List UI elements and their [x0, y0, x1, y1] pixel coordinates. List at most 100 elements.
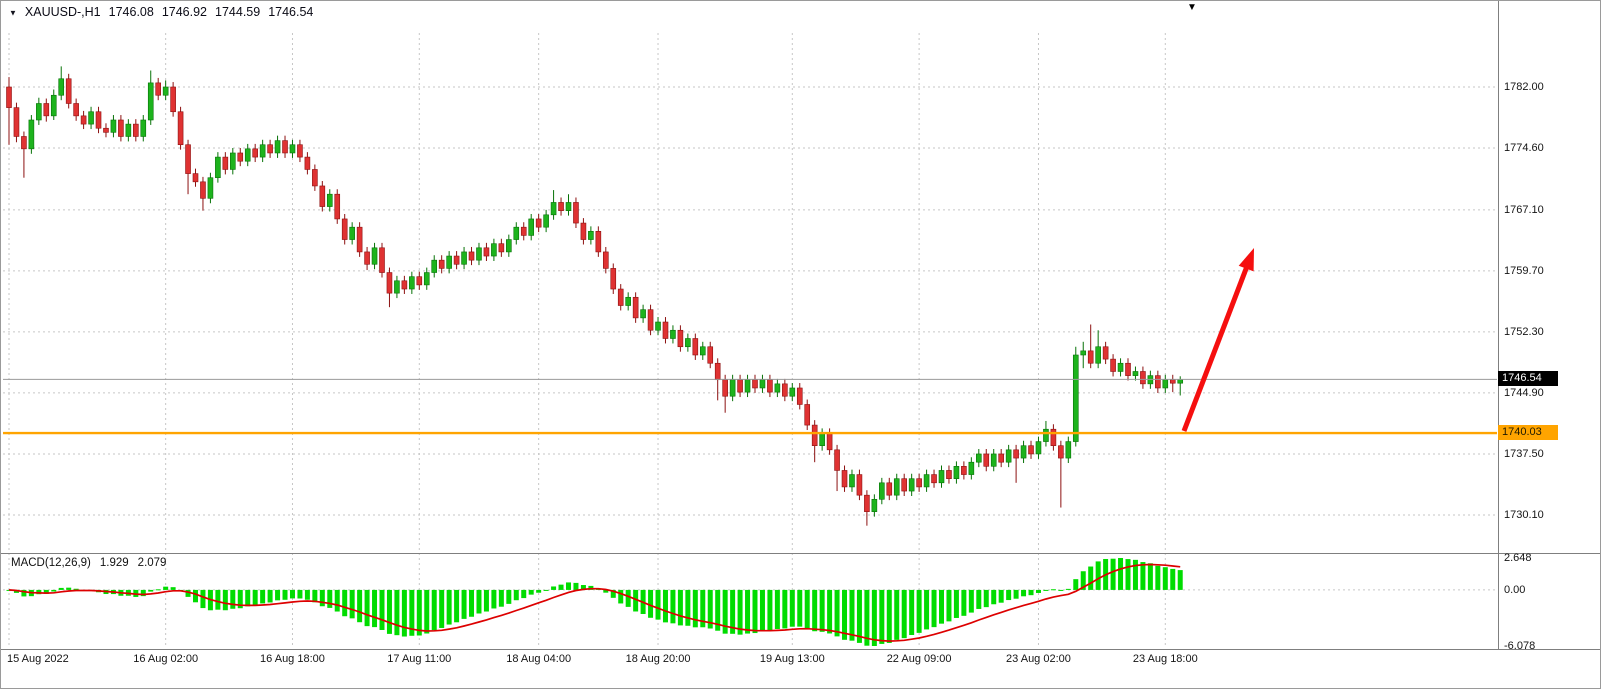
- ohlc-close-value: 1746.54: [268, 5, 314, 19]
- time-tick-label: 18 Aug 04:00: [506, 653, 572, 665]
- candle-body: [491, 243, 497, 257]
- macd-histogram-bar: [73, 588, 79, 590]
- candle-body: [80, 115, 87, 125]
- candle-body: [326, 193, 333, 207]
- candle-body: [871, 498, 878, 512]
- macd-histogram-bar: [655, 589, 661, 620]
- candle-body: [267, 144, 273, 154]
- macd-histogram-bar: [1118, 558, 1124, 590]
- macd-name: MACD(12,26,9): [11, 557, 91, 569]
- macd-histogram-bar: [327, 589, 333, 608]
- macd-histogram-bar: [185, 589, 191, 597]
- candle-body: [252, 148, 258, 158]
- macd-histogram-bar: [618, 589, 624, 604]
- macd-histogram-bar: [215, 589, 221, 610]
- macd-histogram-bar: [21, 589, 27, 597]
- candle-body: [364, 251, 370, 265]
- macd-histogram-bar: [886, 589, 892, 643]
- candle-body: [207, 177, 214, 199]
- trend-arrow-head[interactable]: [1238, 248, 1254, 272]
- macd-histogram-bar: [662, 589, 668, 623]
- macd-histogram-bar: [1043, 589, 1049, 591]
- macd-histogram-bar: [968, 589, 974, 613]
- price-axis[interactable]: 1746.54 1740.03 1782.00 1774.60 1767.10 175…: [1498, 1, 1600, 673]
- candle-body: [520, 226, 527, 236]
- panel-separator-main-macd[interactable]: [1, 553, 1600, 554]
- candle-body: [737, 379, 743, 393]
- macd-histogram-bar: [819, 589, 825, 632]
- candle-body: [1110, 358, 1116, 372]
- macd-histogram-bar: [692, 589, 698, 628]
- time-axis[interactable]: 15 Aug 2022 16 Aug 02:00 16 Aug 18:00 17 Au…: [1, 651, 1498, 671]
- macd-histogram-bar: [386, 589, 392, 634]
- macd-histogram-bar: [834, 589, 840, 637]
- candle-body: [200, 181, 206, 199]
- macd-histogram-bar: [66, 587, 72, 590]
- candle-body: [767, 379, 773, 393]
- macd-histogram-bar: [827, 589, 833, 634]
- candle-body: [1005, 449, 1012, 463]
- candle-body: [1058, 445, 1064, 459]
- candle-body: [65, 78, 72, 104]
- hline-price-tag[interactable]: 1740.03: [1498, 425, 1558, 441]
- chart-shift-marker-icon[interactable]: ▼: [1187, 2, 1197, 13]
- candle-body: [789, 387, 796, 397]
- macd-histogram-bar: [461, 589, 467, 619]
- trend-arrow-shaft[interactable]: [1181, 263, 1250, 432]
- ohlc-open-value: 1746.08: [108, 5, 154, 19]
- candle-body: [990, 453, 997, 467]
- candle-body: [446, 255, 452, 269]
- candle-body: [319, 185, 326, 207]
- candle-body: [782, 383, 788, 397]
- candle-body: [699, 346, 706, 356]
- macd-histogram-bar: [416, 589, 422, 636]
- candle-body: [804, 404, 811, 426]
- macd-histogram-bar: [625, 589, 631, 607]
- macd-histogram-bar: [372, 589, 378, 628]
- candle-body: [1132, 371, 1139, 376]
- candle-body: [43, 103, 50, 117]
- candle-body: [714, 362, 721, 381]
- price-tick-label: 1767.10: [1504, 203, 1544, 216]
- macd-histogram-bar: [342, 589, 348, 617]
- macd-histogram-bar: [842, 589, 848, 640]
- candle-body: [1169, 379, 1176, 384]
- candle-body: [558, 202, 564, 211]
- candle-body: [1117, 362, 1124, 372]
- macd-histogram-bar: [222, 589, 228, 611]
- time-tick-label: 15 Aug 2022: [7, 653, 69, 665]
- candle-body: [147, 82, 154, 121]
- candle-body: [588, 231, 594, 240]
- macd-histogram-bar: [1155, 565, 1161, 590]
- candle-body: [1125, 362, 1131, 376]
- macd-histogram-bar: [916, 589, 922, 633]
- macd-histogram-bar: [200, 589, 206, 609]
- macd-histogram-bar: [43, 589, 49, 594]
- macd-histogram-bar: [1021, 589, 1027, 597]
- macd-histogram-bar: [51, 589, 57, 592]
- macd-histogram-bar: [946, 589, 952, 622]
- candle-body: [1020, 445, 1027, 459]
- price-tick-label: 1759.70: [1504, 264, 1544, 277]
- candle-body: [729, 379, 736, 397]
- candle-body: [879, 482, 885, 500]
- candle-body: [304, 156, 311, 170]
- macd-histogram-bar: [334, 589, 340, 612]
- candle-body: [685, 338, 691, 348]
- candle-body: [506, 239, 512, 253]
- macd-histogram-bar: [573, 582, 579, 590]
- candle-body: [655, 321, 661, 331]
- candle-body: [901, 478, 908, 492]
- candle-body: [535, 218, 542, 228]
- macd-histogram-bar: [312, 589, 318, 603]
- macd-histogram-bar: [566, 582, 571, 590]
- macd-histogram-bar: [260, 589, 266, 604]
- macd-histogram-bar: [140, 589, 146, 597]
- macd-histogram-bar: [304, 589, 310, 600]
- macd-histogram-bar: [155, 589, 161, 591]
- candle-body: [640, 309, 646, 319]
- candle-body: [968, 461, 975, 475]
- candle-body: [670, 329, 676, 339]
